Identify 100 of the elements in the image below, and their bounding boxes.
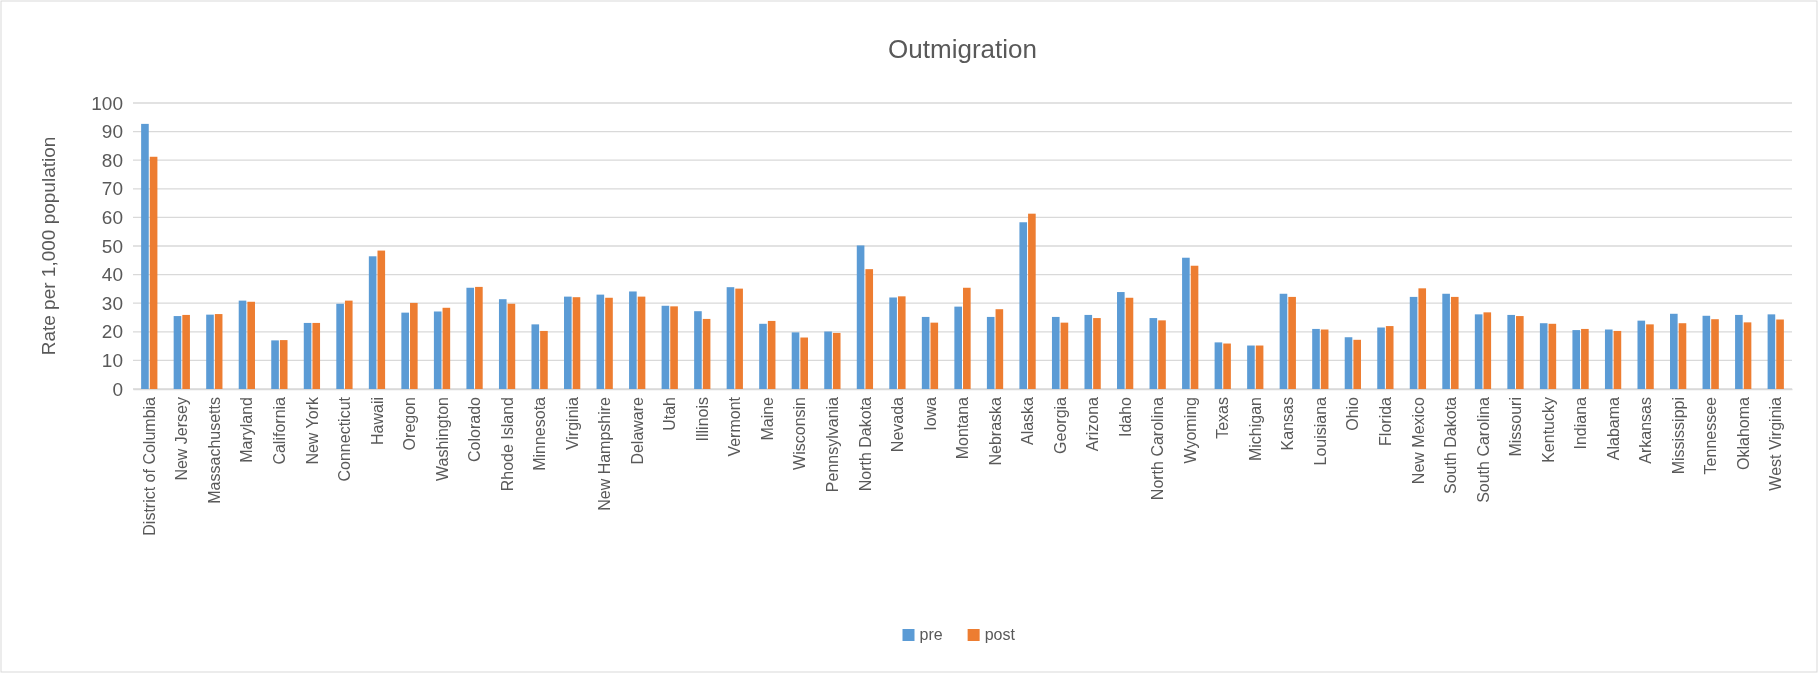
bar — [368, 256, 377, 389]
y-tick-label: 80 — [101, 149, 123, 171]
x-tick-label: Missouri — [1507, 397, 1525, 457]
bar — [1450, 296, 1459, 389]
bar — [800, 337, 808, 389]
bar — [1670, 313, 1678, 389]
x-tick-label: Maryland — [238, 397, 256, 463]
x-tick-label: Virginia — [563, 396, 581, 451]
x-tick-label: New York — [303, 396, 321, 465]
bar — [726, 287, 735, 389]
bar — [344, 300, 353, 389]
bar — [995, 309, 1004, 389]
bar — [572, 297, 581, 389]
bar — [1646, 324, 1654, 389]
bar — [1377, 327, 1385, 389]
bar — [921, 316, 930, 389]
bar — [1255, 345, 1264, 389]
x-tick-label: Michigan — [1246, 397, 1264, 462]
bar — [670, 306, 678, 389]
bar — [954, 306, 962, 389]
bar — [1572, 330, 1581, 389]
x-tick-label: District of Columbia — [140, 396, 158, 536]
bar — [1149, 318, 1158, 389]
bar — [767, 320, 776, 389]
bar — [1743, 322, 1752, 389]
x-tick-label: Tennessee — [1702, 396, 1720, 475]
bar — [1084, 314, 1093, 389]
bar — [182, 314, 190, 389]
bar — [1093, 318, 1101, 389]
bar — [1051, 316, 1060, 389]
bar — [1702, 315, 1711, 389]
bar — [791, 332, 800, 389]
x-tick-label: Louisiana — [1311, 396, 1329, 466]
bar — [475, 286, 483, 389]
x-tick-label: Vermont — [726, 396, 744, 457]
x-tick-label: Kentucky — [1539, 397, 1557, 463]
bar — [856, 245, 865, 389]
bar — [540, 330, 548, 389]
x-tick-label: Washington — [433, 397, 451, 481]
x-tick-label: Nebraska — [986, 396, 1004, 466]
x-tick-label: South Carolina — [1474, 396, 1492, 503]
bar — [1214, 342, 1223, 389]
x-tick-label: Nevada — [889, 396, 907, 453]
bar — [930, 322, 939, 389]
x-tick-label: Indiana — [1572, 396, 1590, 450]
x-tick-label: Mississippi — [1669, 397, 1687, 475]
bar — [735, 288, 743, 389]
x-tick-label: Pennsylvania — [823, 396, 841, 493]
bar — [1223, 343, 1231, 389]
bar — [433, 311, 442, 389]
bar — [1019, 222, 1028, 389]
bar — [1158, 320, 1166, 389]
bar — [1344, 337, 1353, 389]
x-tick-label: Arizona — [1084, 396, 1102, 452]
bar — [1637, 320, 1646, 389]
x-tick-label: Iowa — [921, 396, 939, 431]
y-tick-label: 100 — [91, 92, 123, 114]
bar — [596, 294, 605, 389]
x-tick-label: Illinois — [693, 397, 711, 442]
bar — [1247, 345, 1255, 389]
bar — [1125, 297, 1134, 389]
bar — [410, 302, 418, 389]
y-tick-label: 20 — [101, 321, 123, 343]
x-tick-label: Montana — [954, 396, 972, 460]
bar — [1409, 296, 1418, 389]
bar — [865, 269, 874, 389]
x-tick-label: Alaska — [1019, 396, 1037, 446]
x-tick-label: Utah — [661, 397, 679, 431]
bar — [1279, 293, 1288, 389]
y-tick-label: 90 — [101, 121, 123, 143]
x-tick-label: Georgia — [1051, 396, 1069, 454]
bar — [206, 314, 214, 389]
bar — [498, 299, 507, 389]
bar — [1604, 329, 1613, 389]
bar — [1516, 316, 1524, 389]
bar — [824, 331, 832, 389]
bar — [1288, 296, 1296, 389]
x-tick-label: Delaware — [628, 396, 646, 465]
x-tick-label: Wyoming — [1181, 397, 1199, 464]
bar — [986, 316, 995, 389]
x-tick-label: Wisconsin — [791, 397, 809, 470]
bar — [214, 314, 223, 389]
legend-label: post — [984, 626, 1016, 643]
bar — [141, 123, 149, 389]
bar — [279, 340, 288, 389]
bar — [1767, 314, 1776, 389]
bar — [1581, 328, 1589, 389]
bar — [1442, 293, 1450, 389]
x-tick-label: Hawaii — [368, 397, 386, 446]
bar — [832, 332, 841, 389]
bar — [889, 297, 897, 389]
bar — [1060, 322, 1069, 389]
x-tick-label: North Carolina — [1149, 396, 1167, 501]
x-tick-label: Texas — [1214, 397, 1232, 439]
y-tick-label: 0 — [112, 378, 123, 400]
x-tick-label: New Hampshire — [596, 396, 614, 511]
bar — [629, 291, 637, 389]
bar — [149, 156, 158, 389]
y-tick-label: 10 — [101, 349, 123, 371]
bar — [507, 303, 516, 389]
